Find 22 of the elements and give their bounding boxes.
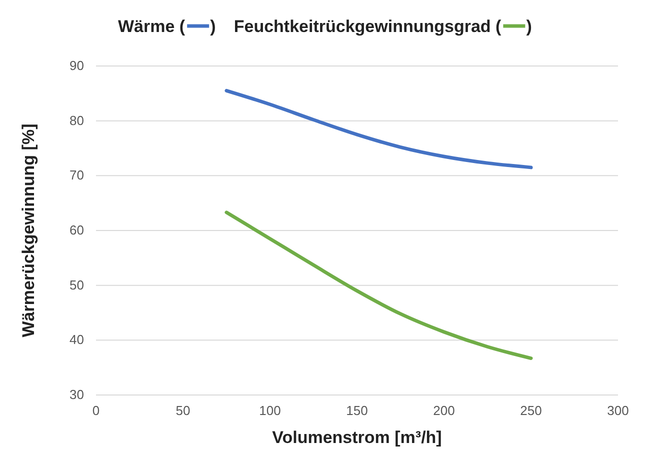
y-tick-label: 30 bbox=[70, 387, 84, 402]
x-tick-label: 50 bbox=[176, 403, 190, 418]
y-tick-label: 60 bbox=[70, 222, 84, 238]
line-series bbox=[224, 210, 533, 360]
x-tick-label: 300 bbox=[607, 403, 629, 418]
y-tick-label: 80 bbox=[70, 112, 84, 128]
y-axis-title: Wärmerückgewinnung [%] bbox=[19, 124, 38, 338]
y-tick-label: 40 bbox=[70, 332, 84, 348]
line-series bbox=[224, 88, 533, 170]
legend-label: Wärme ( bbox=[118, 17, 186, 36]
y-tick-label: 90 bbox=[70, 58, 84, 73]
x-axis-title: Volumenstrom [m³/h] bbox=[272, 428, 442, 447]
y-tick-label: 50 bbox=[70, 277, 84, 292]
x-tick-label: 200 bbox=[433, 403, 455, 418]
x-tick-label: 0 bbox=[92, 403, 100, 418]
x-tick-label: 150 bbox=[346, 403, 368, 418]
y-tick-label: 70 bbox=[70, 168, 84, 183]
x-tick-label: 100 bbox=[259, 403, 281, 418]
text: ) bbox=[210, 17, 216, 36]
x-tick-label: 250 bbox=[520, 403, 542, 418]
text: ) bbox=[526, 17, 532, 36]
legend-label: Feuchtkeitrückgewinnungsgrad ( bbox=[234, 17, 502, 36]
